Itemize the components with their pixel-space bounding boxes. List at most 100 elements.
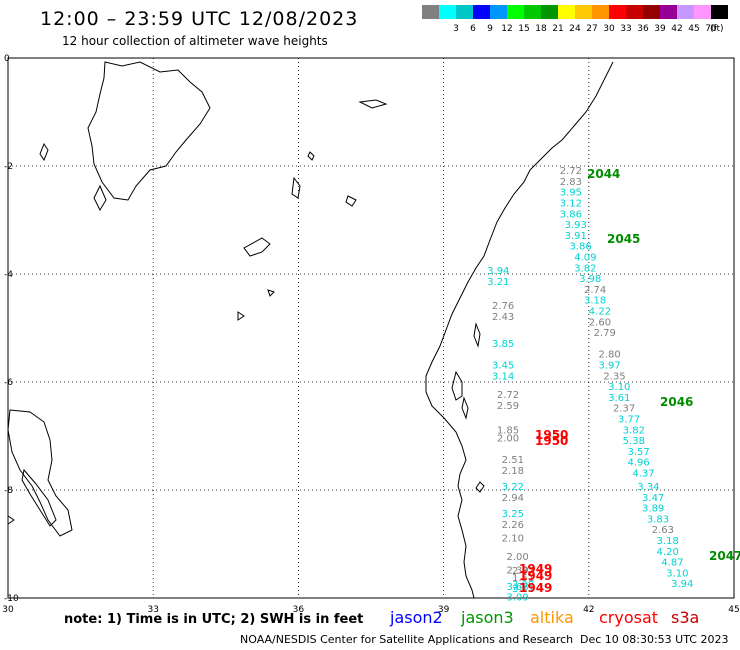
- wave-height-value: 3.85: [492, 339, 514, 350]
- legend-label: 39: [654, 24, 666, 34]
- lat-tick-label: -8: [4, 486, 13, 496]
- pass-time-label: 1949: [519, 562, 552, 576]
- wave-height-value: 3.22: [502, 482, 524, 493]
- wave-height-value: 2.39: [507, 566, 529, 577]
- wave-height-value: 3.83: [647, 514, 669, 525]
- satellite-altika: altika: [530, 608, 574, 627]
- legend-swatch: [711, 5, 728, 19]
- lat-tick-label: -10: [4, 594, 19, 604]
- wave-height-value: 2.72: [497, 390, 519, 401]
- wave-height-value: 3.47: [642, 493, 664, 504]
- wave-height-value: 1.51: [512, 573, 534, 584]
- wave-height-value: 2.83: [560, 177, 582, 188]
- wave-height-value: 3.95: [560, 188, 582, 199]
- wave-height-value: 2.10: [502, 533, 524, 544]
- wave-height-value: 3.25: [502, 509, 524, 520]
- wave-height-value: 3.61: [608, 393, 630, 404]
- wave-height-value: 2.74: [584, 285, 606, 296]
- wave-height-value: 2.00: [507, 552, 529, 563]
- legend-swatch: [524, 5, 541, 19]
- legend-swatch: [660, 5, 677, 19]
- legend-label: 27: [586, 24, 597, 34]
- satellite-jason3: jason3: [461, 608, 514, 627]
- wave-height-value: 2.43: [492, 312, 514, 323]
- legend-label: 36: [637, 24, 649, 34]
- wave-height-value: 2.51: [502, 455, 524, 466]
- wave-height-value: 3.82: [574, 263, 596, 274]
- pass-time-label: 2045: [607, 232, 640, 246]
- wave-height-value: 2.18: [502, 466, 524, 477]
- lat-tick-label: 0: [4, 54, 10, 64]
- wave-height-value: 4.37: [632, 469, 654, 480]
- wave-height-value: 2.79: [594, 328, 616, 339]
- pass-time-label: 2044: [587, 167, 620, 181]
- wave-height-value: 1.85: [497, 425, 519, 436]
- altimeter-tracks: 2.722.833.953.123.863.933.913.864.093.82…: [487, 166, 693, 604]
- satellite-s3a: s3a: [671, 608, 700, 627]
- pass-time-label: 2046: [660, 395, 693, 409]
- wave-height-value: 5.38: [623, 436, 645, 447]
- wave-height-value: 3.12: [560, 199, 582, 210]
- legend-swatch: [677, 5, 694, 19]
- legend-label: 24: [569, 24, 581, 34]
- legend-swatch: [541, 5, 558, 19]
- lat-tick-label: -4: [4, 270, 13, 280]
- legend-unit: (ft): [710, 24, 724, 34]
- pass-time-label: 1949: [519, 581, 552, 595]
- wave-height-value: 2.72: [560, 166, 582, 177]
- lat-tick-label: -6: [4, 378, 13, 388]
- page-title: 12:00 – 23:59 UTC 12/08/2023: [40, 8, 359, 30]
- coastline: [7, 61, 614, 599]
- wave-height-value: 3.18: [657, 536, 679, 547]
- legend-swatch: [490, 5, 507, 19]
- pass-time-label: 1950: [535, 428, 568, 442]
- wave-height-value: 2.87: [512, 566, 534, 577]
- wave-height-value: 3.91: [565, 231, 587, 242]
- lon-tick-label: 39: [438, 605, 450, 615]
- lon-tick-label: 30: [2, 605, 14, 615]
- wave-height-value: 2.76: [492, 301, 514, 312]
- pass-time-label: 2047: [709, 549, 740, 563]
- wave-height-value: 3.21: [487, 277, 509, 288]
- wave-height-value: 3.09: [507, 593, 529, 604]
- wave-height-value: 2.80: [598, 350, 620, 361]
- wave-height-value: 3.94: [671, 579, 693, 590]
- wave-height-value: 4.09: [574, 253, 596, 264]
- legend-swatch: [473, 5, 490, 19]
- map-frame: [7, 57, 735, 599]
- legend-label: 9: [487, 24, 493, 34]
- satellite-jason2: jason2: [390, 608, 443, 627]
- legend-swatch: [422, 5, 439, 19]
- wave-height-value: 3.97: [598, 361, 620, 372]
- legend-label: 33: [620, 24, 631, 34]
- wave-height-value: 3.98: [579, 274, 601, 285]
- wave-height-value: 3.89: [642, 504, 664, 515]
- wave-height-value: 2.63: [652, 525, 674, 536]
- wave-height-value: 3.82: [623, 425, 645, 436]
- wave-height-value: 3.93: [565, 220, 587, 231]
- legend-label: 42: [671, 24, 682, 34]
- wave-height-value: 3.18: [584, 296, 606, 307]
- legend-label: 18: [535, 24, 547, 34]
- wave-height-value: 3.11: [512, 584, 534, 595]
- legend-label: 12: [501, 24, 512, 34]
- legend-swatch: [592, 5, 609, 19]
- wave-height-value: 4.20: [657, 547, 679, 558]
- wave-height-value: 4.22: [589, 307, 611, 318]
- wave-height-value: 3.77: [618, 415, 640, 426]
- wave-height-value: 3.45: [492, 361, 514, 372]
- wave-height-value: 3.08: [512, 580, 534, 591]
- legend-swatch: [694, 5, 711, 19]
- legend-swatch: [558, 5, 575, 19]
- wave-height-value: 2.26: [502, 520, 524, 531]
- wave-height-value: 3.14: [492, 371, 514, 382]
- legend-label: 15: [518, 24, 529, 34]
- lon-tick-label: 42: [583, 605, 594, 615]
- wave-height-value: 2.35: [603, 371, 625, 382]
- wave-height-value: 2.94: [502, 493, 524, 504]
- wave-height-value: 3.57: [628, 447, 650, 458]
- wave-height-value: 3.10: [608, 382, 630, 393]
- wave-height-value: 2.37: [613, 404, 635, 415]
- generation-timestamp: Dec 10 08:30:53 UTC 2023: [580, 633, 729, 646]
